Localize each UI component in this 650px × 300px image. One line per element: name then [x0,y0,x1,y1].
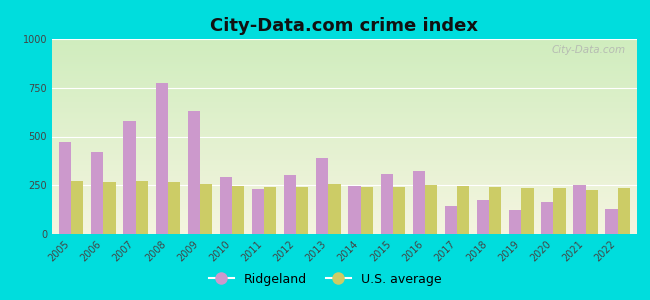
Bar [380,173,393,234]
Bar [457,186,469,234]
Bar [348,186,361,234]
Bar [264,187,276,234]
Bar [188,111,200,234]
Bar [586,190,598,234]
Bar [606,209,618,234]
Legend: Ridgeland, U.S. average: Ridgeland, U.S. average [203,268,447,291]
Bar [413,171,425,234]
Bar [220,177,232,234]
Bar [155,83,168,234]
Bar [200,184,212,234]
Bar [618,188,630,234]
Bar [509,210,521,234]
Bar [553,188,566,234]
Bar [59,142,72,234]
Bar [477,200,489,234]
Bar [124,121,136,234]
Bar [252,189,264,234]
Bar [328,184,341,234]
Bar [136,181,148,234]
Bar [489,187,501,234]
Title: City-Data.com crime index: City-Data.com crime index [211,17,478,35]
Bar [445,206,457,234]
Bar [573,185,586,234]
Bar [72,181,83,234]
Bar [425,185,437,234]
Bar [393,187,405,234]
Bar [103,182,116,234]
Bar [296,187,309,234]
Bar [521,188,534,234]
Bar [361,187,373,234]
Bar [316,158,328,234]
Bar [168,182,180,234]
Bar [541,202,553,234]
Bar [232,186,244,234]
Bar [91,152,103,234]
Text: City-Data.com: City-Data.com [551,45,625,55]
Bar [284,175,296,234]
